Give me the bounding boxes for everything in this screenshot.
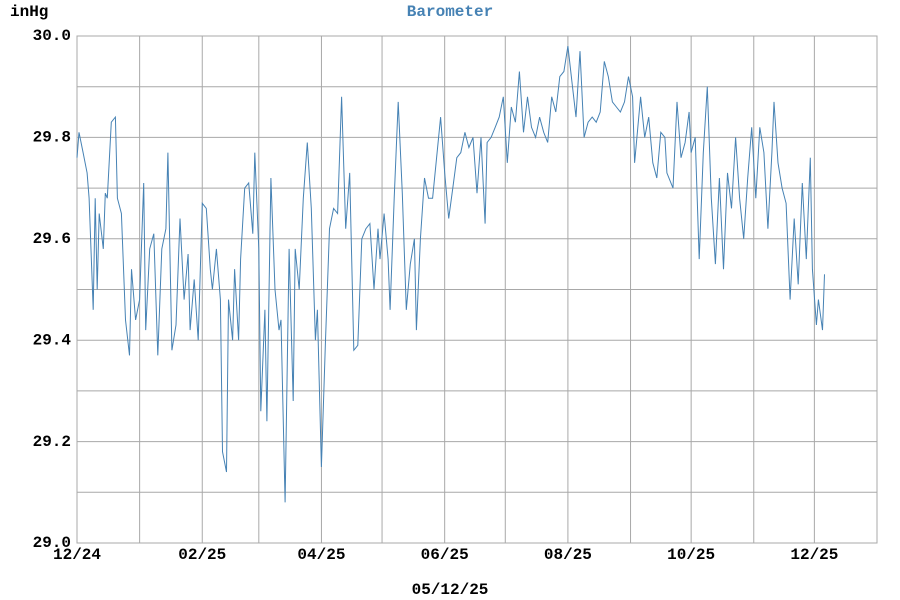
x-tick-label: 06/25 bbox=[421, 546, 469, 564]
x-tick-label: 04/25 bbox=[297, 546, 345, 564]
y-axis-label: inHg bbox=[10, 3, 48, 21]
x-tick-label: 02/25 bbox=[178, 546, 226, 564]
y-tick-label: 29.6 bbox=[33, 230, 71, 248]
x-tick-label: 10/25 bbox=[667, 546, 715, 564]
y-tick-label: 29.0 bbox=[33, 534, 71, 552]
data-line bbox=[76, 46, 825, 503]
x-tick-label: 12/24 bbox=[53, 546, 101, 564]
chart-title: Barometer bbox=[407, 3, 493, 21]
y-tick-label: 29.2 bbox=[33, 433, 71, 451]
x-axis-label: 05/12/25 bbox=[412, 581, 489, 599]
y-tick-label: 29.8 bbox=[33, 129, 71, 147]
x-tick-label: 12/25 bbox=[790, 546, 838, 564]
y-tick-label: 29.4 bbox=[33, 331, 72, 349]
x-tick-label: 08/25 bbox=[544, 546, 592, 564]
y-tick-label: 30.0 bbox=[33, 27, 71, 45]
plot-frame bbox=[76, 35, 878, 544]
